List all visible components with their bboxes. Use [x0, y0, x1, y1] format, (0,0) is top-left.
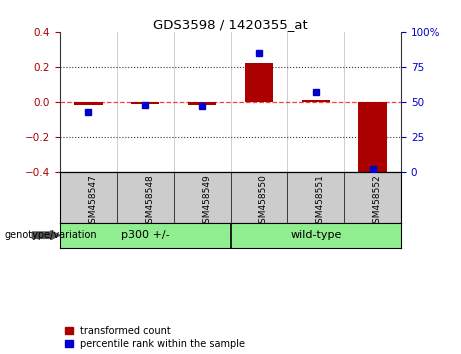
- Text: GSM458547: GSM458547: [89, 175, 97, 229]
- Text: GSM458552: GSM458552: [372, 175, 382, 229]
- Bar: [188, 102, 216, 105]
- Title: GDS3598 / 1420355_at: GDS3598 / 1420355_at: [153, 18, 308, 31]
- Text: wild-type: wild-type: [290, 230, 342, 240]
- Text: GSM458551: GSM458551: [316, 175, 325, 229]
- Text: GSM458548: GSM458548: [145, 175, 154, 229]
- Text: p300 +/-: p300 +/-: [121, 230, 170, 240]
- Bar: [245, 63, 273, 102]
- Text: GSM458549: GSM458549: [202, 175, 211, 229]
- Bar: [131, 102, 160, 104]
- Text: genotype/variation: genotype/variation: [5, 230, 97, 240]
- Legend: transformed count, percentile rank within the sample: transformed count, percentile rank withi…: [65, 326, 245, 349]
- Text: GSM458550: GSM458550: [259, 175, 268, 229]
- Bar: [301, 100, 330, 102]
- Bar: [358, 102, 387, 176]
- Bar: [74, 102, 102, 105]
